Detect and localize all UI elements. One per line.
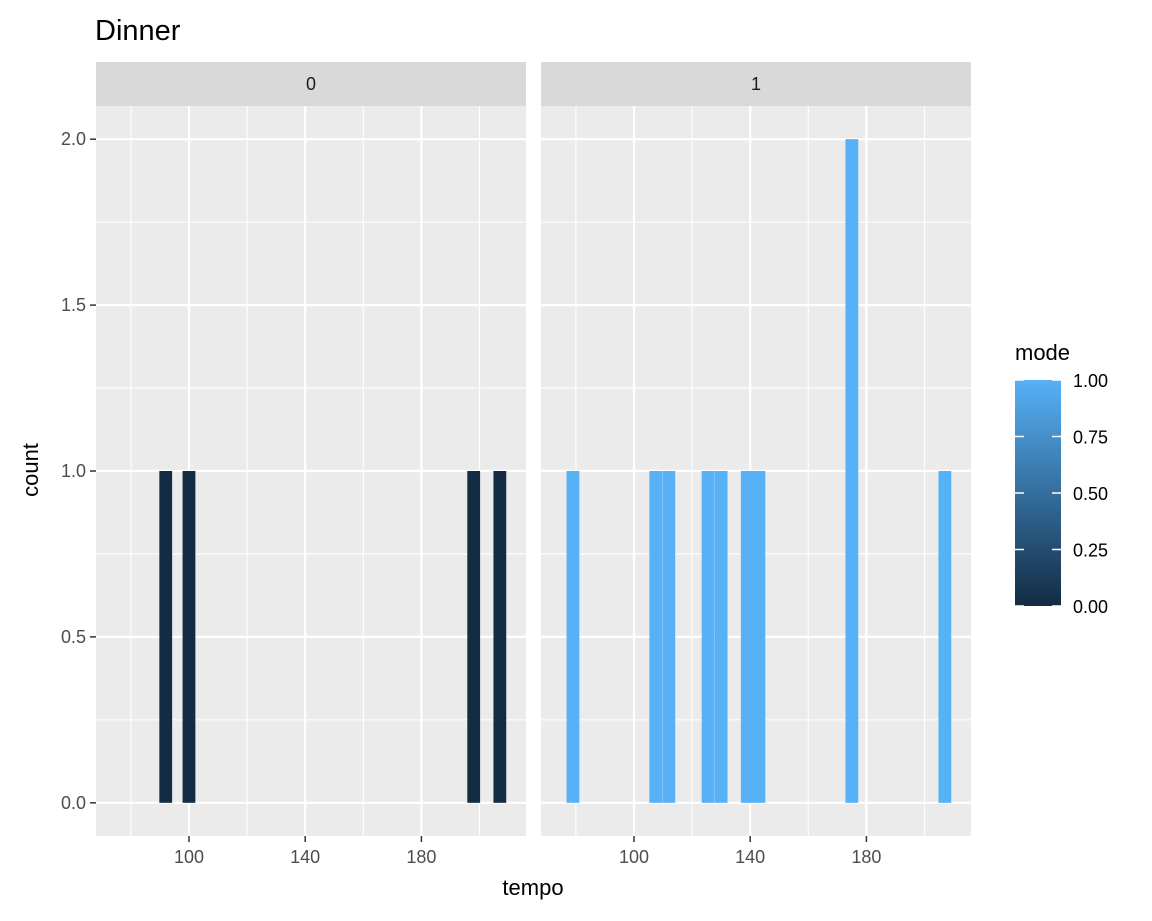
y-tick-label: 2.0 — [61, 129, 86, 149]
facet-panel-0: 0 100 140 180 — [96, 62, 526, 867]
histogram-bar — [740, 471, 754, 803]
color-legend: mode 1.00 0.75 0.50 0.25 0.00 — [1015, 340, 1108, 617]
x-tick-label: 100 — [619, 847, 649, 867]
histogram-bar — [566, 471, 580, 803]
x-tick-label: 140 — [290, 847, 320, 867]
y-tick-label: 1.0 — [61, 461, 86, 481]
histogram-bar — [845, 139, 859, 803]
histogram-bar — [701, 471, 715, 803]
x-tick-label: 100 — [174, 847, 204, 867]
facet-strip-label: 1 — [751, 74, 761, 94]
histogram-bar — [493, 471, 507, 803]
histogram-bar — [182, 471, 196, 803]
facet-panel-1: 1 100 140 180 — [541, 62, 971, 867]
y-tick-label: 1.5 — [61, 295, 86, 315]
legend-tick-label: 1.00 — [1073, 371, 1108, 391]
facet-strip — [96, 62, 526, 106]
x-tick-label: 140 — [735, 847, 765, 867]
legend-ticks: 1.00 0.75 0.50 0.25 0.00 — [1015, 371, 1108, 617]
histogram-bar — [938, 471, 952, 803]
histogram-bar — [467, 471, 481, 803]
legend-tick-label: 0.75 — [1073, 428, 1108, 448]
histogram-bar — [159, 471, 173, 803]
x-tick-label: 180 — [406, 847, 436, 867]
histogram-bar — [662, 471, 676, 803]
x-tick-label: 180 — [851, 847, 881, 867]
y-tick-label: 0.0 — [61, 793, 86, 813]
facet-strip — [541, 62, 971, 106]
facet-panels: 0 100 140 180 1 100 140 180 — [96, 62, 971, 867]
legend-tick-label: 0.50 — [1073, 484, 1108, 504]
legend-tick-label: 0.25 — [1073, 541, 1108, 561]
y-axis-title: count — [18, 443, 43, 497]
legend-tick-label: 0.00 — [1073, 597, 1108, 617]
histogram-bar — [752, 471, 766, 803]
facet-strip-label: 0 — [306, 74, 316, 94]
legend-title: mode — [1015, 340, 1070, 365]
chart-title: Dinner — [95, 15, 181, 47]
histogram-bar — [714, 471, 728, 803]
y-tick-label: 0.5 — [61, 627, 86, 647]
x-axis-title: tempo — [502, 875, 563, 900]
histogram-bar — [649, 471, 663, 803]
y-axis: 0.0 0.5 1.0 1.5 2.0 — [61, 129, 96, 813]
